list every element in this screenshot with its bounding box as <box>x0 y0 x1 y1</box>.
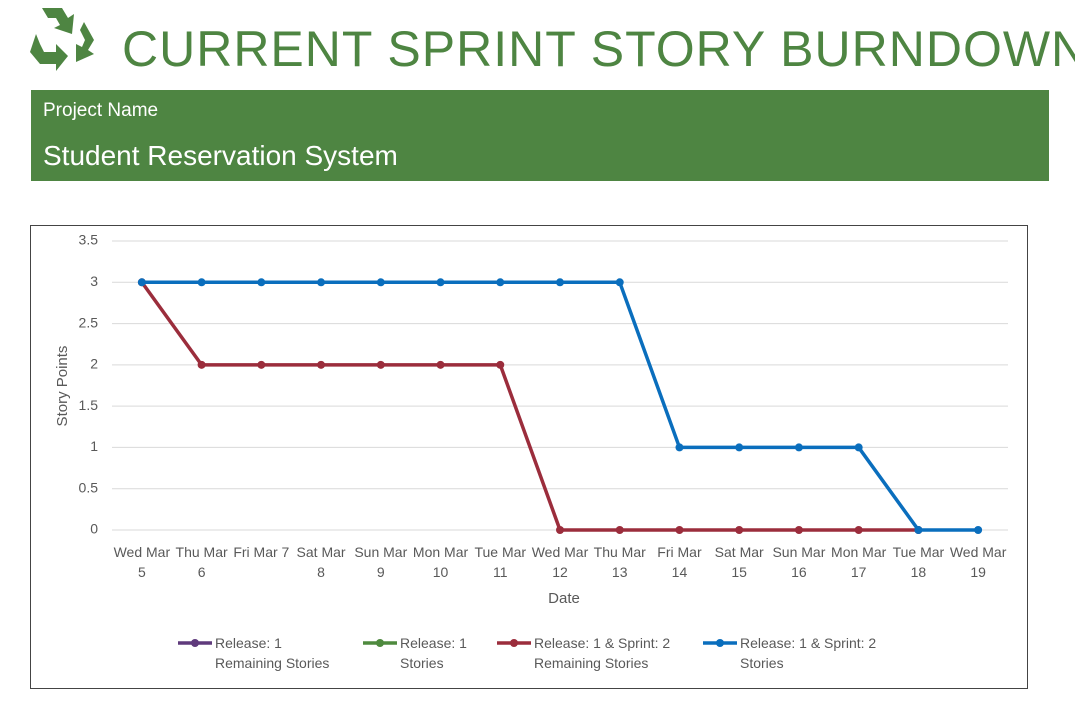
project-name: Student Reservation System <box>43 140 398 171</box>
data-point <box>556 526 564 534</box>
x-tick-label: Thu Mar 13 <box>593 544 646 580</box>
x-tick-label: Fri Mar 7 <box>233 544 290 560</box>
legend-marker <box>191 639 199 647</box>
data-point <box>615 278 624 287</box>
data-point <box>376 278 385 287</box>
x-tick-label: Wed Mar 5 <box>113 544 171 580</box>
legend-label: Release: 1 & Sprint: 2 Stories <box>740 635 877 671</box>
data-point <box>496 278 505 287</box>
series-line <box>140 281 919 532</box>
x-tick-label: Thu Mar 6 <box>175 544 228 580</box>
x-tick-label: Sat Mar 15 <box>714 544 764 580</box>
data-point <box>197 278 206 287</box>
data-point <box>974 526 983 534</box>
page-title: CURRENT SPRINT STORY BURNDOWN <box>122 21 1075 77</box>
header-bar <box>31 90 1049 181</box>
y-axis-title: Story Points <box>54 346 71 427</box>
x-axis-title: Date <box>548 590 580 607</box>
y-tick-label: 2 <box>90 356 98 372</box>
data-point <box>257 360 266 369</box>
y-tick-label: 2.5 <box>79 314 99 330</box>
legend-label: Release: 1 Remaining Stories <box>215 635 330 671</box>
data-point <box>735 443 744 452</box>
y-tick-label: 1 <box>90 438 98 454</box>
data-point <box>675 526 684 534</box>
y-tick-label: 3.5 <box>79 232 99 248</box>
x-tick-label: Sun Mar 16 <box>772 544 826 580</box>
y-tick-label: 1.5 <box>79 397 99 413</box>
x-tick-label: Mon Mar 10 <box>412 544 469 580</box>
data-point <box>914 526 923 534</box>
legend-marker <box>716 639 724 647</box>
data-point <box>675 443 684 452</box>
data-point <box>257 278 266 287</box>
data-point <box>496 360 505 369</box>
project-label: Project Name <box>43 100 159 121</box>
logo-icon <box>30 8 94 71</box>
data-point <box>615 526 624 534</box>
x-tick-label: Tue Mar 11 <box>474 544 527 580</box>
legend-label: Release: 1 Stories <box>400 635 467 671</box>
legend-marker <box>376 639 384 647</box>
data-point <box>137 278 146 287</box>
data-point <box>436 360 445 369</box>
data-point <box>854 526 863 534</box>
x-tick-label: Wed Mar 12 <box>531 544 589 580</box>
data-point <box>735 526 744 534</box>
data-point <box>794 526 803 534</box>
legend-marker <box>510 639 518 647</box>
data-point <box>436 278 445 287</box>
x-tick-label: Tue Mar 18 <box>892 544 945 580</box>
data-point <box>317 360 326 369</box>
x-tick-label: Wed Mar 19 <box>949 544 1007 580</box>
chart-frame <box>30 225 1028 689</box>
x-tick-label: Sat Mar 8 <box>296 544 346 580</box>
y-tick-label: 0 <box>90 521 98 537</box>
legend-label: Release: 1 & Sprint: 2 Remaining Stories <box>534 635 671 671</box>
data-point <box>197 360 206 369</box>
data-point <box>854 443 863 452</box>
y-tick-label: 3 <box>90 273 98 289</box>
data-point <box>556 278 564 287</box>
x-tick-label: Sun Mar 9 <box>354 544 408 580</box>
data-point <box>376 360 385 369</box>
data-point <box>794 443 803 452</box>
x-tick-label: Mon Mar 17 <box>831 544 887 580</box>
data-point <box>317 278 326 287</box>
x-tick-label: Fri Mar 14 <box>657 544 702 580</box>
y-tick-label: 0.5 <box>79 479 99 495</box>
